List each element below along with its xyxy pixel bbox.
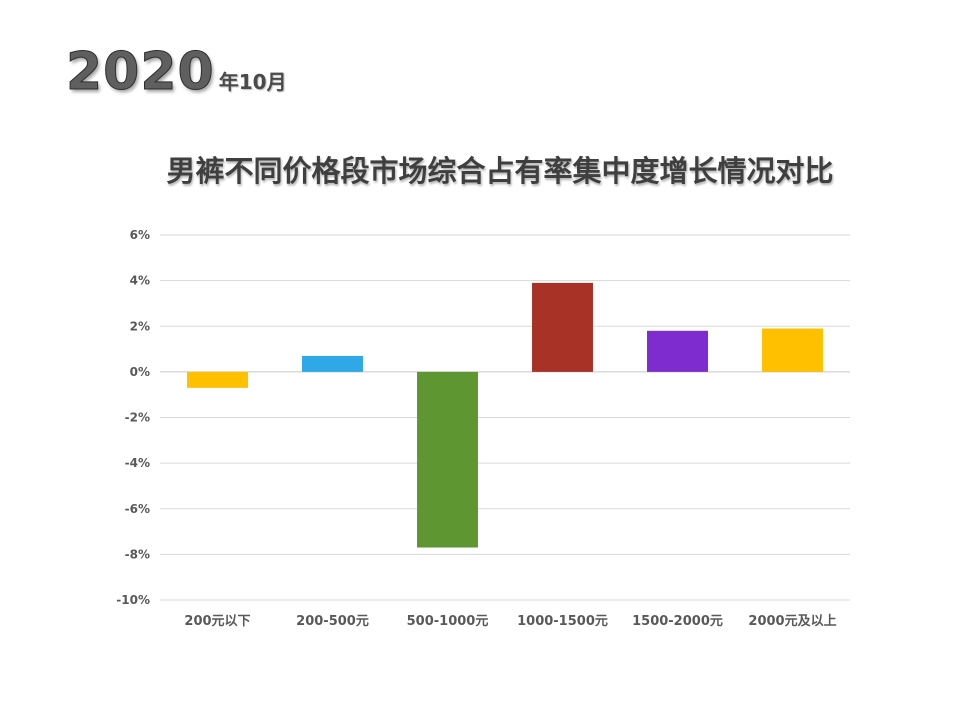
- chart-title: 男裤不同价格段市场综合占有率集中度增长情况对比: [166, 154, 834, 188]
- bar-5: [647, 330, 708, 372]
- y-tick-label: -2%: [125, 411, 150, 425]
- bar-1: [187, 371, 248, 388]
- x-category-label: 500-1000元: [407, 614, 489, 629]
- report-month: 年10月: [218, 70, 287, 94]
- x-category-label: 200元以下: [184, 614, 250, 629]
- bar-6: [762, 328, 823, 372]
- x-category-label: 1000-1500元: [517, 614, 608, 629]
- y-tick-label: 6%: [130, 228, 150, 242]
- y-tick-label: -6%: [125, 502, 150, 516]
- y-tick-label: 4%: [130, 274, 150, 288]
- y-tick-label: -4%: [125, 456, 150, 470]
- x-category-label: 200-500元: [296, 614, 369, 629]
- y-tick-label: 0%: [130, 365, 150, 379]
- bar-3: [417, 371, 478, 548]
- y-tick-label: -10%: [116, 593, 150, 607]
- y-tick-label: -8%: [125, 547, 150, 561]
- bar-4: [532, 282, 593, 372]
- y-tick-label: 2%: [130, 319, 150, 333]
- report-year: 2020: [66, 42, 215, 102]
- x-category-label: 1500-2000元: [632, 614, 723, 629]
- report-date: 2020 年10月: [66, 42, 287, 102]
- bar-2: [302, 355, 363, 372]
- x-category-label: 2000元及以上: [748, 614, 836, 629]
